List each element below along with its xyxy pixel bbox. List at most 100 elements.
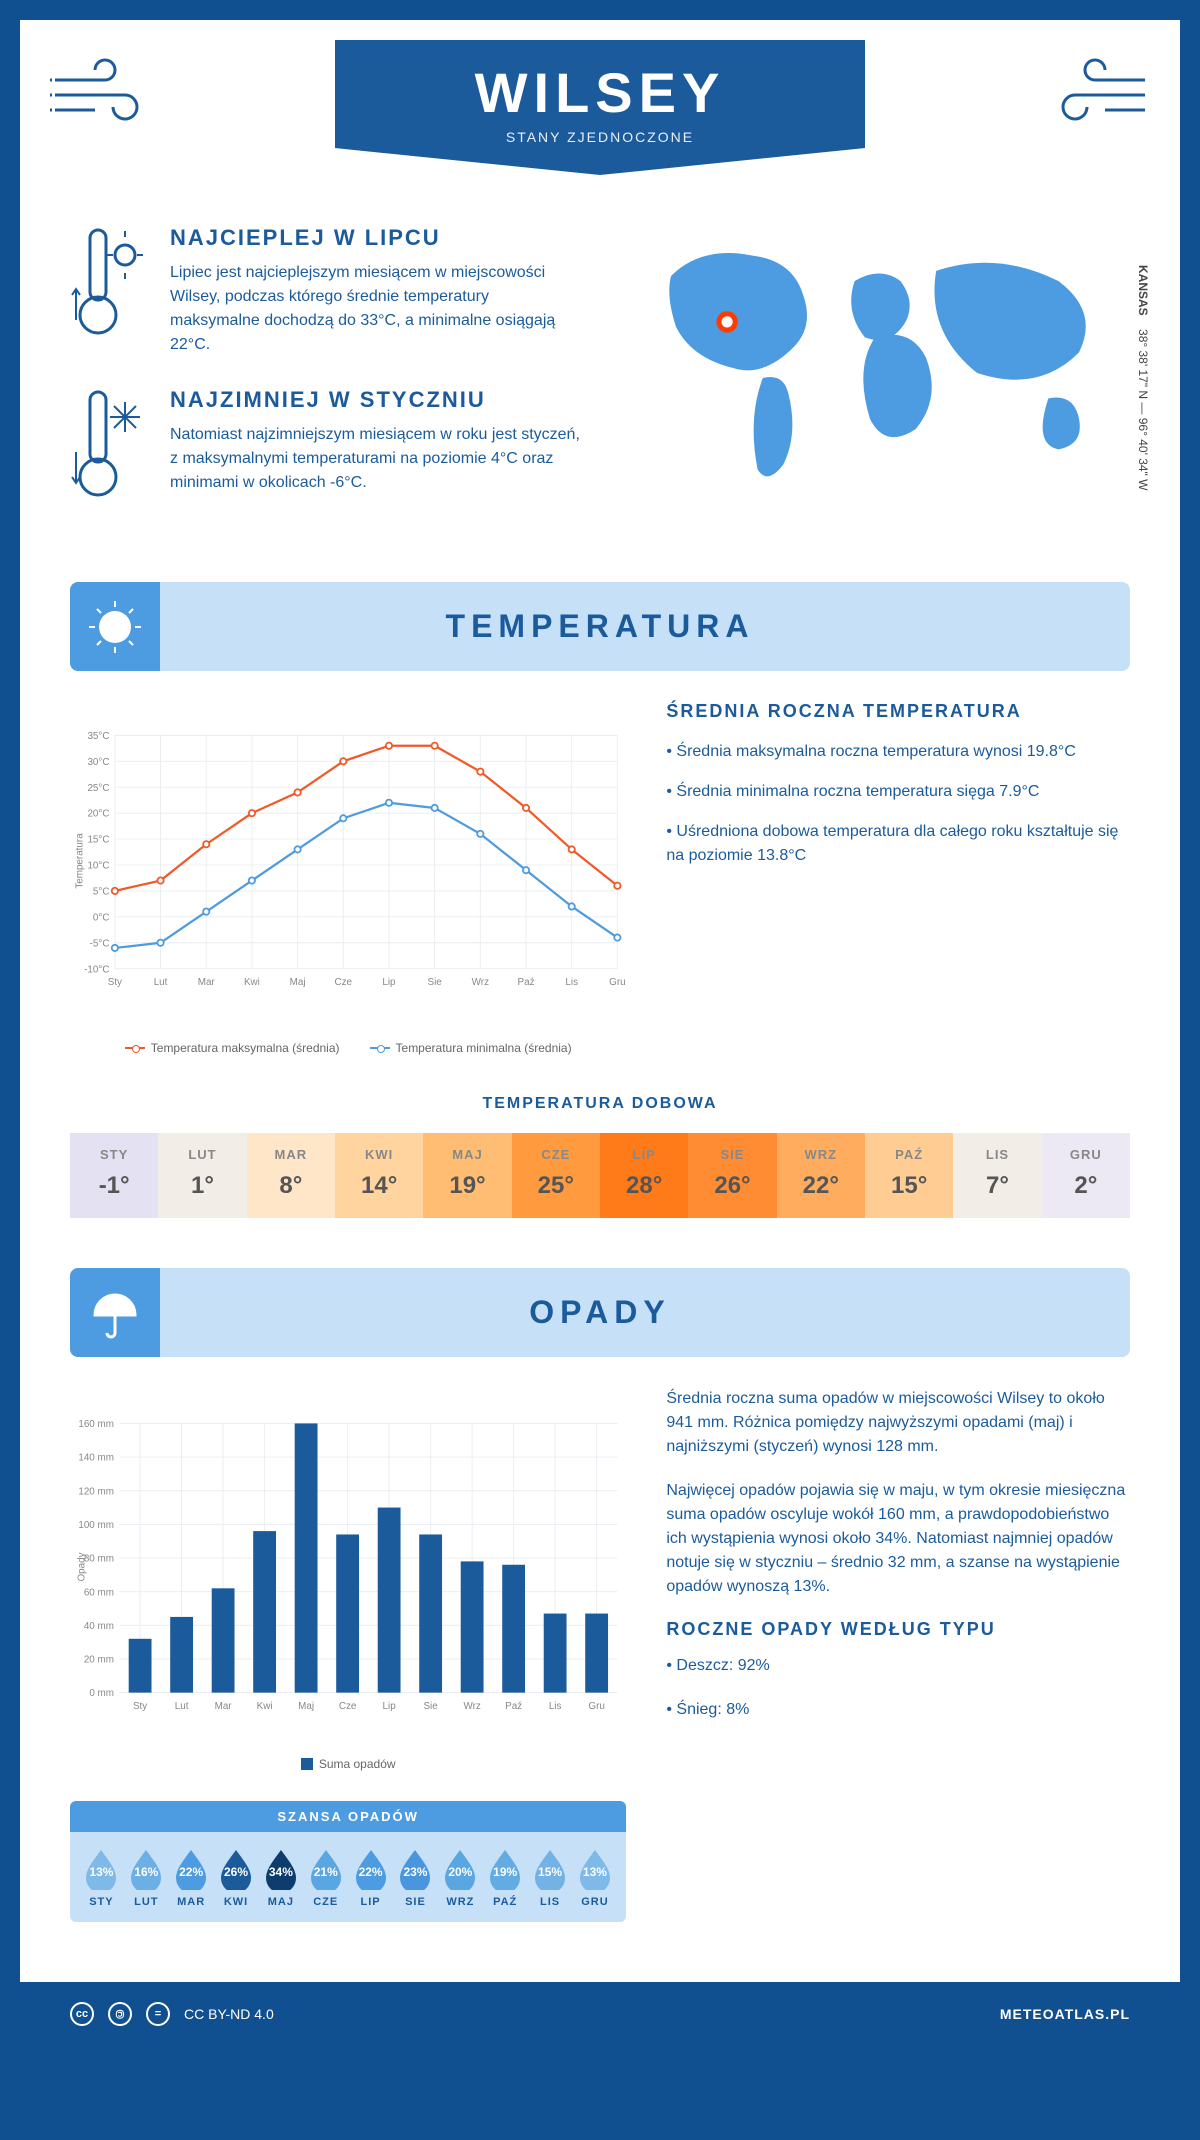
daily-temp-cell: STY-1° <box>70 1133 158 1218</box>
cc-icon: cc <box>70 2002 94 2026</box>
svg-text:25°C: 25°C <box>87 783 109 794</box>
svg-text:Paź: Paź <box>505 1701 522 1712</box>
coords-value: 38° 38' 17" N — 96° 40' 34" W <box>1136 329 1150 490</box>
chance-drop: 13%STY <box>80 1848 123 1908</box>
svg-text:Lut: Lut <box>175 1701 189 1712</box>
svg-text:Cze: Cze <box>339 1701 357 1712</box>
svg-text:-5°C: -5°C <box>90 938 110 949</box>
section-title: TEMPERATURA <box>446 608 755 644</box>
svg-text:Sie: Sie <box>423 1701 438 1712</box>
chance-drop: 15%LIS <box>529 1848 572 1908</box>
page-subtitle: STANY ZJEDNOCZONE <box>475 129 726 145</box>
svg-text:Lis: Lis <box>549 1701 562 1712</box>
section-title: OPADY <box>529 1294 670 1330</box>
warmest-block: NAJCIEPLEJ W LIPCU Lipiec jest najcieple… <box>70 225 580 357</box>
daily-temp-grid: STY-1°LUT1°MAR8°KWI14°MAJ19°CZE25°LIP28°… <box>70 1133 1130 1218</box>
svg-text:0°C: 0°C <box>93 912 110 923</box>
svg-text:35°C: 35°C <box>87 731 109 742</box>
coldest-block: NAJZIMNIEJ W STYCZNIU Natomiast najzimni… <box>70 387 580 512</box>
chance-drop: 13%GRU <box>573 1848 616 1908</box>
title-banner: WILSEY STANY ZJEDNOCZONE <box>335 40 866 175</box>
svg-text:-10°C: -10°C <box>84 964 109 975</box>
intro-text-column: NAJCIEPLEJ W LIPCU Lipiec jest najcieple… <box>70 225 580 542</box>
stat-line: • Średnia maksymalna roczna temperatura … <box>666 740 1130 764</box>
precip-type-title: ROCZNE OPADY WEDŁUG TYPU <box>666 1619 1130 1640</box>
precipitation-stats: Średnia roczna suma opadów w miejscowośc… <box>666 1387 1130 1922</box>
temperature-stats: ŚREDNIA ROCZNA TEMPERATURA • Średnia mak… <box>666 701 1130 1055</box>
wind-icon <box>1030 50 1150 135</box>
svg-text:Maj: Maj <box>298 1701 314 1712</box>
daily-temp-cell: MAJ19° <box>423 1133 511 1218</box>
svg-text:140 mm: 140 mm <box>78 1453 114 1464</box>
svg-text:160 mm: 160 mm <box>78 1419 114 1430</box>
precipitation-header: OPADY <box>70 1268 1130 1357</box>
svg-text:Kwi: Kwi <box>244 977 260 988</box>
world-map <box>620 225 1130 485</box>
stat-line: • Uśredniona dobowa temperatura dla całe… <box>666 820 1130 868</box>
svg-text:Lip: Lip <box>382 977 396 988</box>
svg-text:Cze: Cze <box>335 977 353 988</box>
daily-temp-title: TEMPERATURA DOBOWA <box>70 1095 1130 1113</box>
brand-label: METEOATLAS.PL <box>1000 2006 1130 2022</box>
svg-text:30°C: 30°C <box>87 757 109 768</box>
svg-text:Mar: Mar <box>198 977 216 988</box>
wind-icon <box>50 50 170 135</box>
stats-title: ŚREDNIA ROCZNA TEMPERATURA <box>666 701 1130 722</box>
chance-drop: 20%WRZ <box>439 1848 482 1908</box>
daily-temp-cell: WRZ22° <box>777 1133 865 1218</box>
svg-text:Kwi: Kwi <box>257 1701 273 1712</box>
precipitation-body: 0 mm20 mm40 mm60 mm80 mm100 mm120 mm140 … <box>20 1357 1180 1942</box>
chance-title: SZANSA OPADÓW <box>70 1801 626 1832</box>
thermometer-cold-icon <box>70 387 150 512</box>
svg-text:Gru: Gru <box>609 977 625 988</box>
svg-text:Lis: Lis <box>565 977 578 988</box>
svg-text:0 mm: 0 mm <box>89 1688 114 1699</box>
daily-temp-cell: LIP28° <box>600 1133 688 1218</box>
svg-text:Wrz: Wrz <box>463 1701 480 1712</box>
chance-drop: 34%MAJ <box>259 1848 302 1908</box>
map-column: KANSAS 38° 38' 17" N — 96° 40' 34" W <box>620 225 1130 542</box>
chance-drop: 23%SIE <box>394 1848 437 1908</box>
precipitation-chart-column: 0 mm20 mm40 mm60 mm80 mm100 mm120 mm140 … <box>70 1387 626 1922</box>
chart-legend: Temperatura maksymalna (średnia) Tempera… <box>70 1041 626 1055</box>
chance-drop: 22%MAR <box>170 1848 213 1908</box>
umbrella-icon <box>70 1268 160 1357</box>
svg-text:20 mm: 20 mm <box>84 1655 114 1666</box>
svg-text:10°C: 10°C <box>87 861 109 872</box>
state-label: KANSAS <box>1136 265 1150 316</box>
coldest-text: Natomiast najzimniejszym miesiącem w rok… <box>170 423 580 495</box>
header: WILSEY STANY ZJEDNOCZONE <box>20 20 1180 225</box>
svg-text:5°C: 5°C <box>93 887 110 898</box>
chance-drop: 19%PAŹ <box>484 1848 527 1908</box>
sun-icon <box>70 582 160 671</box>
svg-text:Lip: Lip <box>383 1701 397 1712</box>
svg-text:15°C: 15°C <box>87 835 109 846</box>
legend-max-label: Temperatura maksymalna (średnia) <box>151 1041 340 1055</box>
svg-text:Wrz: Wrz <box>472 977 489 988</box>
daily-temp-cell: MAR8° <box>247 1133 335 1218</box>
chance-drop: 16%LUT <box>125 1848 168 1908</box>
svg-text:Gru: Gru <box>588 1701 604 1712</box>
coordinates: KANSAS 38° 38' 17" N — 96° 40' 34" W <box>1136 265 1150 490</box>
coldest-title: NAJZIMNIEJ W STYCZNIU <box>170 387 580 413</box>
intro-section: NAJCIEPLEJ W LIPCU Lipiec jest najcieple… <box>20 225 1180 582</box>
page-title: WILSEY <box>475 60 726 125</box>
chance-panel: SZANSA OPADÓW 13%STY16%LUT22%MAR26%KWI34… <box>70 1801 626 1922</box>
footer: cc 🄯 = CC BY-ND 4.0 METEOATLAS.PL <box>20 1982 1180 2046</box>
daily-temp-cell: SIE26° <box>688 1133 776 1218</box>
temperature-chart: -10°C-5°C0°C5°C10°C15°C20°C25°C30°C35°CS… <box>70 701 626 1055</box>
svg-text:Mar: Mar <box>215 1701 233 1712</box>
svg-text:Temperatura: Temperatura <box>75 833 86 889</box>
thermometer-hot-icon <box>70 225 150 357</box>
daily-temp-cell: KWI14° <box>335 1133 423 1218</box>
legend-min-label: Temperatura minimalna (średnia) <box>396 1041 572 1055</box>
page: WILSEY STANY ZJEDNOCZONE NAJCIEPLEJ W LI… <box>20 20 1180 2046</box>
svg-text:Lut: Lut <box>154 977 168 988</box>
daily-temp-cell: LUT1° <box>158 1133 246 1218</box>
svg-text:80 mm: 80 mm <box>84 1554 114 1565</box>
warmest-title: NAJCIEPLEJ W LIPCU <box>170 225 580 251</box>
warmest-text: Lipiec jest najcieplejszym miesiącem w m… <box>170 261 580 357</box>
stat-line: • Średnia minimalna roczna temperatura s… <box>666 780 1130 804</box>
chance-drop: 21%CZE <box>304 1848 347 1908</box>
daily-temp-cell: GRU2° <box>1042 1133 1130 1218</box>
